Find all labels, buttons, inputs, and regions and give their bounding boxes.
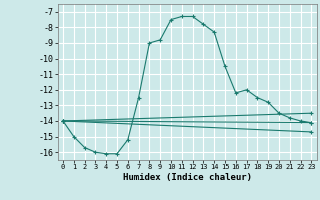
X-axis label: Humidex (Indice chaleur): Humidex (Indice chaleur) [123,173,252,182]
